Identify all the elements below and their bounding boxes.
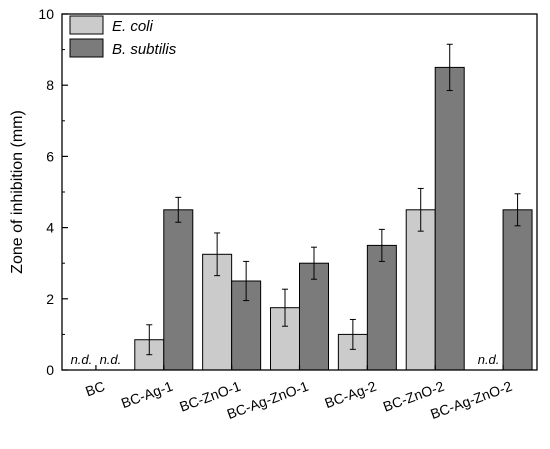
x-tick-label: BC-Ag-2 [322,378,378,411]
not-detected-label: n.d. [100,352,122,367]
legend-label-1: B. subtilis [112,41,177,58]
y-tick-label: 8 [46,77,54,93]
not-detected-label: n.d. [478,352,500,367]
x-tick-label: BC-Ag-1 [119,378,175,411]
y-tick-label: 6 [46,148,54,164]
not-detected-label: n.d. [71,352,93,367]
legend-label-0: E. coli [112,18,154,35]
bar-bsubtilis-6 [502,209,533,371]
legend: E. coli B. subtilis [69,15,177,58]
bar-bsubtilis-4 [366,244,397,371]
bar-bsubtilis-1 [163,209,194,371]
y-axis-title: Zone of inhibition (mm) [9,110,26,274]
bar-bsubtilis-5 [434,66,465,371]
y-tick-label: 0 [46,362,54,378]
bar-ecoli-5 [405,209,436,371]
y-tick-label: 4 [46,220,54,236]
bars-layer: n.d. n.d. n.d. [71,43,533,371]
x-tick-label: BC [83,378,107,400]
y-tick-label: 2 [46,291,54,307]
legend-swatch-0 [69,15,104,35]
y-tick-label: 10 [38,6,54,22]
legend-swatch-1 [69,38,104,58]
